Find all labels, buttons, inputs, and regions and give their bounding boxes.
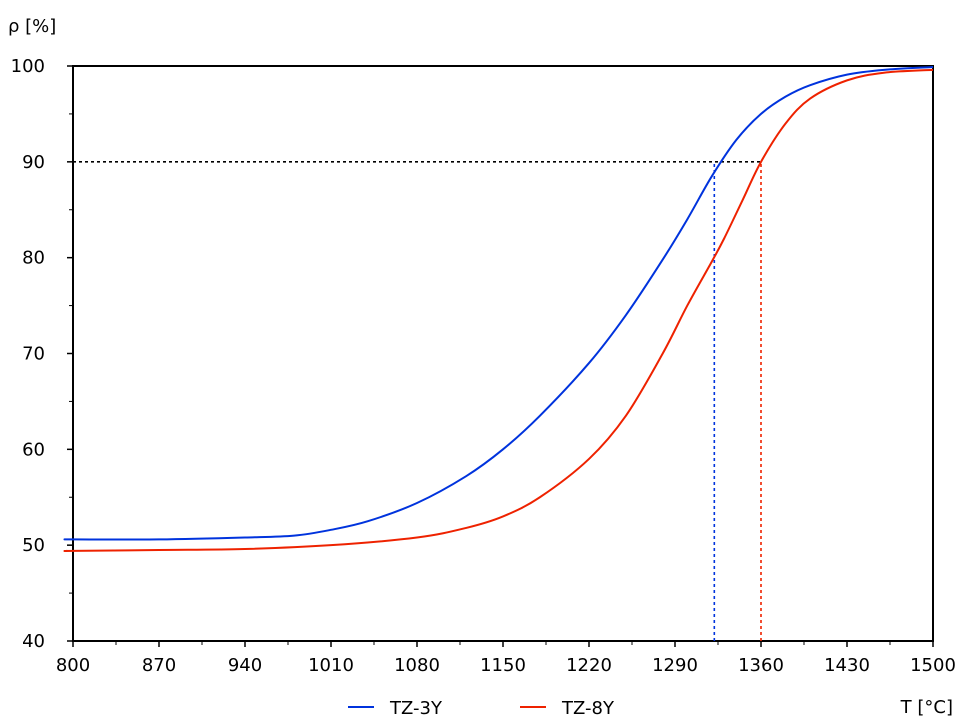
y-tick-label: 80 <box>22 248 45 269</box>
y-tick-label: 100 <box>11 56 45 77</box>
x-tick-label: 870 <box>142 655 176 676</box>
y-tick-label: 50 <box>22 535 45 556</box>
x-tick-label: 1500 <box>910 655 956 676</box>
x-tick-label: 1220 <box>566 655 612 676</box>
legend-label: TZ-8Y <box>561 698 615 717</box>
x-tick-label: 1150 <box>480 655 526 676</box>
series-line-tz-3y <box>63 65 934 541</box>
series-line-tz-8y <box>63 68 934 552</box>
x-tick-label: 800 <box>56 655 90 676</box>
y-tick-label: 90 <box>22 152 45 173</box>
y-tick-label: 40 <box>22 631 45 652</box>
axis-ticks: 800 870 940 1010 1080 1150 1220 1290 1360 1430 150… <box>11 56 956 676</box>
x-tick-label: 1010 <box>308 655 354 676</box>
legend-label: TZ-3Y <box>389 698 443 717</box>
y-tick-label: 70 <box>22 344 45 365</box>
x-tick-label: 1360 <box>738 655 784 676</box>
y-tick-label: 60 <box>22 439 45 460</box>
series-lines <box>63 65 934 552</box>
x-tick-label: 1290 <box>652 655 698 676</box>
plot-area-frame <box>72 65 934 642</box>
x-tick-label: 1430 <box>824 655 870 676</box>
x-tick-label: 940 <box>228 655 262 676</box>
reference-lines <box>73 161 762 641</box>
y-axis-label: ρ [%] <box>8 16 56 37</box>
x-tick-label: 1080 <box>394 655 440 676</box>
x-axis-label: T [°C] <box>900 697 953 717</box>
legend: TZ-3Y TZ-8Y <box>348 698 615 717</box>
